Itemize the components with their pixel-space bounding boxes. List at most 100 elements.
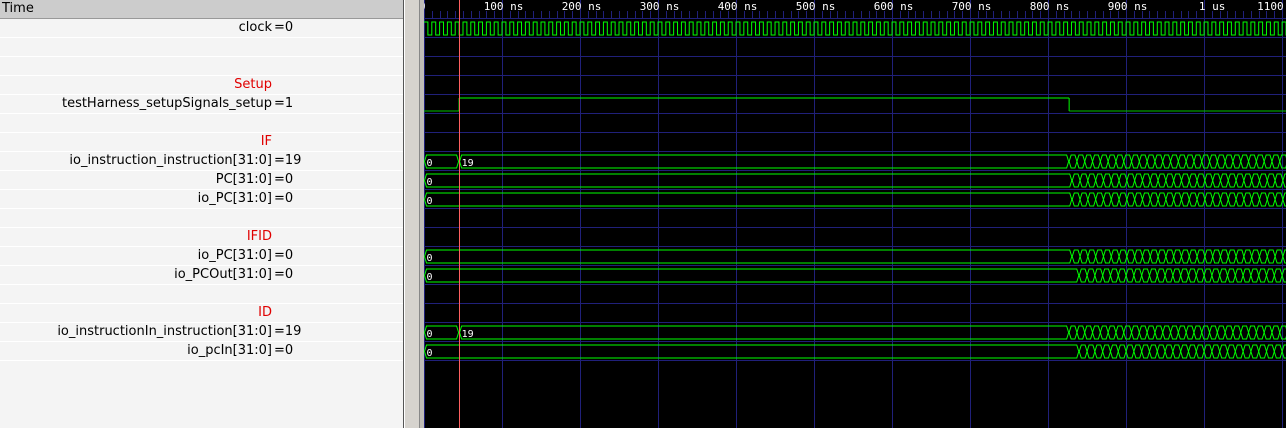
bus-toggle-segment [1251, 249, 1261, 264]
bus-toggle-segment [1196, 192, 1206, 207]
bus-segment [424, 154, 460, 169]
signal-group-label[interactable]: IF [0, 133, 403, 152]
bus-toggle-segment [1263, 325, 1273, 340]
bus-toggle-segment [1282, 173, 1286, 188]
bus-toggle-segment [1266, 249, 1276, 264]
bus-value-label: 0 [427, 253, 433, 264]
signal-value: =1 [274, 96, 294, 111]
bus-toggle-segment [1173, 192, 1182, 207]
signal-row[interactable]: io_PCOut[31:0] =0 [0, 266, 403, 285]
bus-toggle-segment [1250, 268, 1260, 283]
bus-toggle-segment [1193, 154, 1203, 169]
signal-name: io_instructionIn_instruction[31:0] [57, 324, 272, 339]
bus-toggle-segment [1180, 173, 1190, 188]
bus-toggle-segment [1209, 154, 1218, 169]
bus-toggle-segment [1234, 344, 1244, 359]
bus-toggle-segment [1164, 268, 1174, 283]
bus-toggle-segment [1226, 268, 1236, 283]
bus-toggle-segment [1162, 154, 1172, 169]
bus-toggle-segment [1141, 173, 1151, 188]
bus-toggle-segment [1234, 268, 1244, 283]
bus-toggle-segment [1087, 249, 1097, 264]
tick-label: 700 ns [952, 0, 992, 13]
signal-group-label[interactable]: ID [0, 304, 403, 323]
pane-divider[interactable] [404, 0, 420, 428]
bus-toggle-segment [1177, 154, 1187, 169]
bus-toggle-segment [1279, 154, 1286, 169]
bus-toggle-segment [1102, 344, 1112, 359]
bus-value-label: 19 [462, 329, 474, 340]
bus-toggle-segment [1172, 268, 1182, 283]
bus-toggle-segment [1219, 268, 1229, 283]
signal-value: =0 [274, 248, 294, 263]
bus-toggle-segment [1219, 192, 1229, 207]
bus-toggle-segment [1131, 154, 1140, 169]
bus-toggle-segment [1180, 192, 1190, 207]
bus-toggle-segment [1212, 249, 1221, 264]
bus-toggle-segment [1242, 268, 1252, 283]
bus-toggle-segment [1273, 268, 1283, 283]
bus-toggle-segment [1071, 173, 1081, 188]
signal-row[interactable]: io_instruction_instruction[31:0] =19 [0, 152, 403, 171]
signal-row[interactable]: io_PC[31:0] =0 [0, 190, 403, 209]
bus-toggle-segment [1173, 249, 1182, 264]
bus-toggle-segment [1258, 249, 1268, 264]
bus-toggle-segment [1156, 344, 1166, 359]
bus-toggle-segment [1211, 268, 1221, 283]
bus-toggle-segment [1165, 173, 1175, 188]
bus-toggle-segment [1250, 344, 1260, 359]
bus-segment [424, 268, 1080, 283]
bus-toggle-segment [1107, 325, 1117, 340]
signal-name: PC[31:0] [215, 172, 272, 187]
bus-toggle-segment [1126, 192, 1136, 207]
signal-row[interactable]: io_PC[31:0] =0 [0, 247, 403, 266]
bus-toggle-segment [1240, 325, 1250, 340]
bus-toggle-segment [1087, 192, 1097, 207]
bus-toggle-segment [1216, 154, 1226, 169]
bus-toggle-segment [1118, 249, 1128, 264]
bus-toggle-segment [1099, 154, 1109, 169]
bus-toggle-segment [1258, 192, 1268, 207]
bus-toggle-segment [1265, 268, 1275, 283]
bus-toggle-segment [1110, 173, 1120, 188]
signal-row[interactable]: io_instructionIn_instruction[31:0] =19 [0, 323, 403, 342]
signal-group-label[interactable]: Setup [0, 76, 403, 95]
bus-toggle-segment [1076, 154, 1086, 169]
signal-name: io_PCOut[31:0] [174, 267, 272, 282]
bus-toggle-segment [1094, 344, 1104, 359]
bus-toggle-segment [1157, 173, 1167, 188]
bus-toggle-segment [1157, 192, 1167, 207]
bus-toggle-segment [1281, 268, 1286, 283]
signal-row[interactable]: testHarness_setupSignals_setup =1 [0, 95, 403, 114]
bus-toggle-segment [1162, 325, 1172, 340]
bus-toggle-segment [1131, 325, 1140, 340]
signal-row[interactable]: PC[31:0] =0 [0, 171, 403, 190]
bus-toggle-segment [1084, 325, 1094, 340]
signal-row[interactable]: io_pcIn[31:0] =0 [0, 342, 403, 361]
bus-toggle-segment [1141, 192, 1151, 207]
signal-name: ID [258, 305, 272, 320]
bus-toggle-segment [1173, 173, 1182, 188]
bus-toggle-segment [1149, 192, 1159, 207]
bus-toggle-segment [1224, 325, 1234, 340]
bus-toggle-segment [1258, 344, 1268, 359]
signal-row[interactable]: clock =0 [0, 19, 403, 38]
bus-toggle-segment [1156, 268, 1166, 283]
bus-toggle-segment [1099, 325, 1109, 340]
bus-toggle-segment [1094, 268, 1104, 283]
bus-toggle-segment [1110, 192, 1120, 207]
waveform-view[interactable]: 0 100 ns 200 ns 300 ns 400 ns 500 ns 600 ns 700… [424, 0, 1286, 428]
bus-value-label: 0 [427, 177, 433, 188]
bus-toggle-segment [1263, 154, 1273, 169]
bus-toggle-segment [1107, 154, 1117, 169]
signal-group-label[interactable]: IFID [0, 228, 403, 247]
blank-row [0, 114, 403, 133]
signal-value: =0 [274, 20, 294, 35]
bus-toggle-segment [1149, 249, 1159, 264]
bus-toggle-segment [1219, 249, 1229, 264]
bus-toggle-segment [1224, 154, 1234, 169]
signal-value: =0 [274, 343, 294, 358]
signal-value: =0 [274, 172, 294, 187]
bus-toggle-segment [1078, 268, 1088, 283]
bus-toggle-segment [1109, 344, 1119, 359]
